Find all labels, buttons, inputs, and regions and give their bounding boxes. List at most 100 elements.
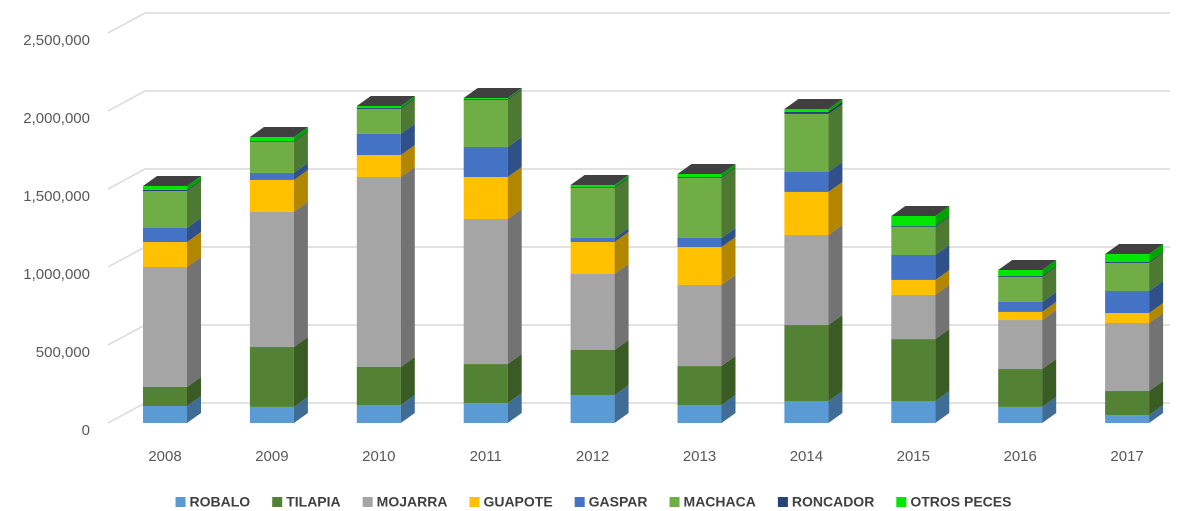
- bar-side: [828, 315, 843, 402]
- bar-segment: [998, 301, 1057, 321]
- bar-front: [356, 366, 401, 406]
- bar-segment: [143, 181, 201, 228]
- bar-segment: [1105, 381, 1164, 416]
- bar-front: [891, 339, 936, 402]
- bar-top: [677, 164, 736, 175]
- bar-side: [1042, 259, 1057, 277]
- bar-top: [463, 88, 522, 99]
- bar-segment: [891, 205, 950, 227]
- bar-side: [400, 144, 415, 177]
- bar-side: [1042, 291, 1057, 312]
- legend-label: TILAPIA: [286, 494, 340, 510]
- bar-segment: [784, 161, 843, 192]
- bar-front: [1105, 323, 1150, 392]
- bar-segment: [1105, 244, 1164, 263]
- y-tick-label: 0: [82, 422, 90, 439]
- bar-segment: [998, 359, 1057, 407]
- bar-front: [463, 99, 508, 148]
- bar-side: [614, 385, 629, 423]
- bar-front: [677, 174, 722, 177]
- bar-side: [828, 225, 843, 326]
- bar-side: [1042, 396, 1057, 423]
- bar-front: [784, 111, 829, 114]
- bar-front: [998, 311, 1043, 321]
- legend-swatch: [362, 497, 373, 507]
- bar-segment: [570, 227, 629, 243]
- bar-top: [1105, 244, 1164, 255]
- bar-segment: [463, 166, 522, 219]
- bar-side: [1042, 310, 1057, 370]
- bar-front: [249, 137, 294, 142]
- bar-top: [143, 176, 201, 187]
- bar-side: [507, 393, 522, 423]
- bar-segment: [143, 179, 201, 192]
- x-tick-label: 2015: [897, 448, 930, 465]
- legend-label: MACHACA: [684, 494, 756, 510]
- bar-segment: [570, 178, 629, 238]
- bar-segment: [784, 101, 843, 114]
- bar-side: [507, 88, 522, 100]
- bar-top: [891, 205, 950, 216]
- bar-front: [1105, 291, 1150, 314]
- bar-front: [784, 401, 829, 423]
- bar-side: [935, 391, 950, 423]
- bar-front: [143, 228, 187, 243]
- bar-front: [891, 227, 936, 255]
- bar-front: [998, 320, 1043, 370]
- bar-front: [143, 267, 187, 387]
- bar-front: [1105, 391, 1150, 416]
- bar-side: [187, 395, 201, 423]
- bar-front: [356, 154, 401, 177]
- bar-side: [935, 244, 950, 280]
- bar-side: [293, 201, 308, 348]
- bar-segment: [998, 266, 1057, 302]
- bar-front: [249, 179, 294, 212]
- bar-side: [614, 174, 629, 188]
- bar-front: [784, 108, 829, 112]
- bar-side: [1042, 266, 1057, 277]
- bar-front: [356, 106, 401, 109]
- bar-front: [677, 176, 722, 178]
- bar-side: [614, 264, 629, 350]
- bar-side: [614, 232, 629, 275]
- bar-segment: [677, 274, 736, 367]
- x-tick-label: 2010: [362, 448, 395, 465]
- bar-segment: [998, 310, 1057, 370]
- bar-segment: [356, 144, 415, 177]
- bar-front: [998, 369, 1043, 407]
- bar-front: [249, 347, 294, 407]
- bar-front: [463, 364, 508, 404]
- bar-segment: [1105, 303, 1164, 324]
- bar-side: [293, 131, 308, 143]
- bar-side: [935, 216, 950, 228]
- bar-segment: [1105, 313, 1164, 392]
- bar-side: [187, 376, 201, 406]
- bar-segment: [891, 244, 950, 280]
- x-tick-label: 2011: [470, 448, 502, 465]
- bar-side: [614, 177, 629, 189]
- bar-segment: [784, 181, 843, 236]
- bar-side: [828, 101, 843, 114]
- bar-side: [828, 161, 843, 192]
- bar-segment: [249, 162, 308, 180]
- bar-segment: [677, 356, 736, 406]
- bar-side: [1042, 301, 1057, 321]
- bar-side: [293, 162, 308, 180]
- x-tick-label: 2017: [1110, 448, 1143, 465]
- bar-side: [721, 167, 736, 238]
- bar-top: [998, 259, 1057, 270]
- bar-segment: [998, 259, 1057, 277]
- x-tick-label: 2013: [683, 448, 716, 465]
- legend-swatch: [777, 497, 788, 507]
- bar-side: [187, 179, 201, 192]
- bar-front: [891, 279, 936, 295]
- bar-segment: [143, 257, 201, 387]
- bar-side: [293, 169, 308, 212]
- bar-side: [935, 269, 950, 295]
- bar-segment: [249, 131, 308, 143]
- bar-front: [463, 147, 508, 177]
- bar-segment: [356, 395, 415, 423]
- bar-side: [293, 337, 308, 407]
- bar-front: [356, 176, 401, 367]
